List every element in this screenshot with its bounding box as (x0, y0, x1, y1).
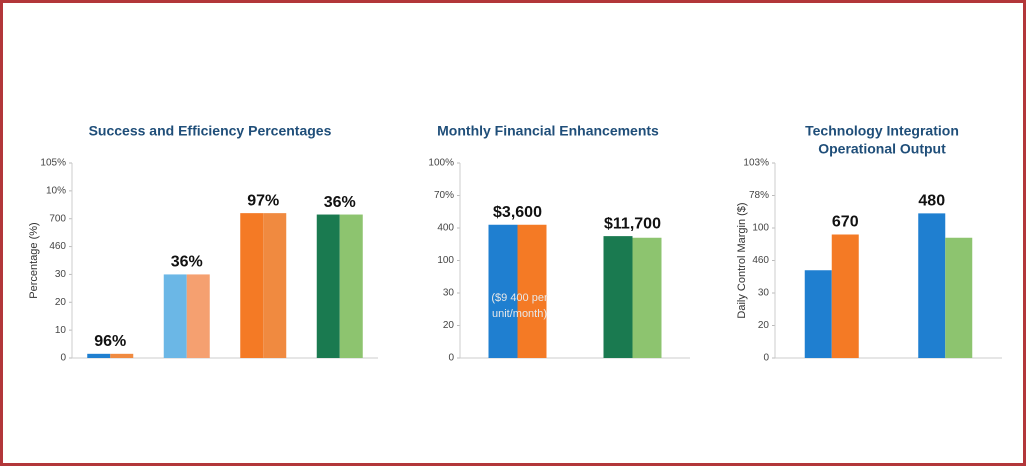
bar (263, 213, 287, 358)
bar (804, 270, 832, 358)
y-tick-label: 10% (46, 185, 66, 196)
bar (87, 353, 111, 358)
y-tick-label: 100 (437, 255, 454, 266)
bar (488, 224, 518, 358)
data-label: 480 (918, 193, 945, 210)
bar (163, 274, 187, 358)
y-tick-label: 0 (60, 353, 66, 364)
y-tick-label: 78% (749, 190, 769, 201)
annotation: ($9 400 per (491, 292, 548, 304)
bar (918, 213, 946, 358)
y-tick-label: 30 (443, 288, 455, 299)
y-tick-label: 20 (443, 320, 455, 331)
y-tick-label: 30 (55, 269, 67, 280)
y-tick-label: 10 (55, 325, 67, 336)
data-label: 96% (94, 333, 126, 350)
y-tick-label: 100 (752, 223, 769, 234)
y-axis-label: Daily Control Margin ($) (736, 202, 748, 318)
chart-title: Monthly Financial Enhancements (437, 123, 659, 139)
chart-title: Operational Output (818, 141, 946, 157)
chart-title: Technology Integration (805, 123, 959, 139)
data-label: 36% (171, 254, 203, 271)
data-label: $3,600 (493, 204, 542, 221)
bar (316, 214, 340, 358)
bar (110, 353, 134, 358)
data-label: 670 (832, 214, 859, 231)
y-tick-label: 103% (743, 158, 769, 169)
bar (945, 237, 973, 358)
y-axis-label: Percentage (%) (28, 222, 40, 298)
y-tick-label: 105% (40, 158, 66, 169)
data-label: $11,700 (604, 215, 661, 232)
annotation: unit/month) (492, 308, 547, 320)
bar (831, 234, 859, 358)
data-label: 36% (324, 194, 356, 211)
bar (339, 214, 363, 358)
y-tick-label: 0 (763, 353, 769, 364)
bar (240, 213, 264, 358)
y-tick-label: 0 (448, 353, 454, 364)
data-label: 97% (247, 192, 279, 209)
y-tick-label: 20 (758, 320, 770, 331)
y-tick-label: 30 (758, 288, 770, 299)
y-tick-label: 700 (49, 213, 66, 224)
chart-title: Success and Efficiency Percentages (89, 123, 332, 139)
bar (186, 274, 210, 358)
y-tick-label: 70% (434, 190, 454, 201)
bar (517, 224, 547, 358)
bar (632, 237, 662, 358)
y-tick-label: 460 (752, 255, 769, 266)
y-tick-label: 400 (437, 223, 454, 234)
bar (603, 236, 633, 358)
y-tick-label: 100% (428, 158, 454, 169)
y-tick-label: 20 (55, 297, 67, 308)
y-tick-label: 460 (49, 241, 66, 252)
